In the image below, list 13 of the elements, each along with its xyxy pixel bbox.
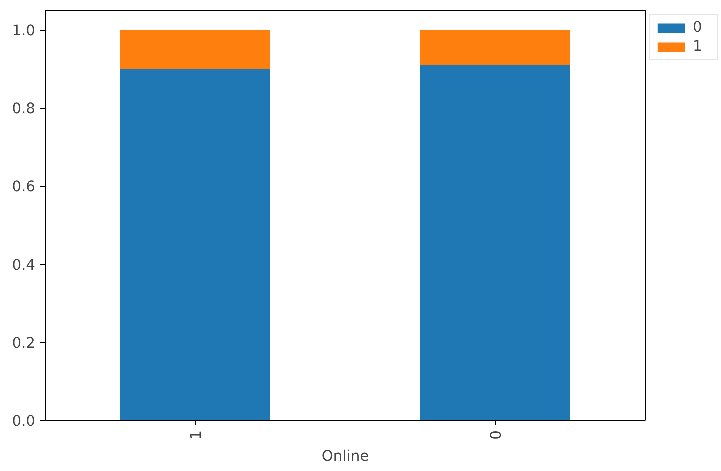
y-tick-label: 0.8 <box>12 100 36 118</box>
bar <box>120 30 270 70</box>
y-tick-label: 0.2 <box>12 334 36 352</box>
y-tick-label: 0.6 <box>12 178 36 196</box>
legend-label: 1 <box>693 38 704 55</box>
bar <box>120 69 270 420</box>
y-tick-label: 0.0 <box>12 413 36 430</box>
y-tick-label: 1.0 <box>12 22 36 40</box>
legend-label: 0 <box>693 19 704 36</box>
bar <box>420 30 570 66</box>
bar <box>420 65 570 420</box>
y-tick-label: 0.4 <box>12 256 36 274</box>
x-axis-title: Online <box>322 448 370 465</box>
